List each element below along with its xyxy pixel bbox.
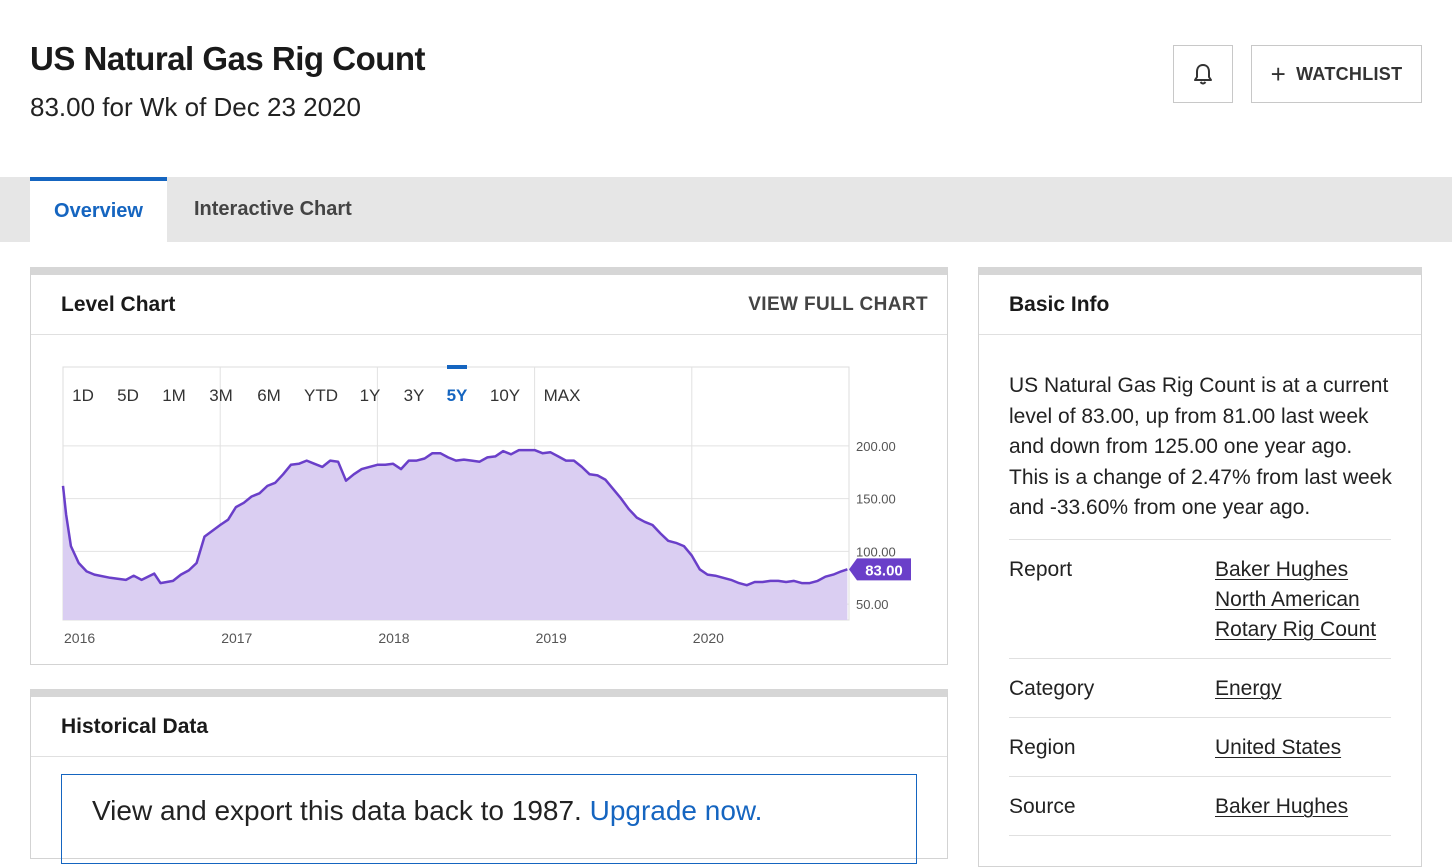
historical-data-title: Historical Data	[61, 714, 209, 738]
info-key: Source	[1009, 795, 1076, 818]
range-button-3y[interactable]: 3Y	[404, 386, 425, 405]
last-value-tag	[849, 558, 911, 581]
info-key: Region	[1009, 736, 1076, 759]
basic-info-title: Basic Info	[1009, 292, 1110, 316]
range-button-1y[interactable]: 1Y	[360, 386, 381, 405]
bell-icon	[1194, 64, 1212, 85]
series-line	[61, 448, 848, 587]
level-chart-header: Level Chart VIEW FULL CHART	[31, 275, 947, 335]
tab-overview[interactable]: Overview	[30, 177, 167, 242]
page-subtitle: 83.00 for Wk of Dec 23 2020	[30, 92, 361, 122]
y-tick-label: 150.00	[856, 492, 896, 507]
range-button-max[interactable]: MAX	[544, 386, 581, 405]
plus-icon: +	[1270, 59, 1287, 89]
info-key: Category	[1009, 677, 1095, 700]
last-value-label: 83.00	[865, 562, 903, 579]
report-link[interactable]: Baker Hughes North American Rotary Rig C…	[1215, 558, 1377, 641]
info-row-category: Category Energy	[1009, 658, 1391, 717]
tab-interactive-chart[interactable]: Interactive Chart	[194, 198, 352, 220]
info-key: Report	[1009, 558, 1073, 581]
source-link[interactable]: Baker Hughes	[1215, 795, 1349, 818]
x-tick-label: 2016	[64, 630, 95, 646]
upgrade-text: View and export this data back to 1987.	[92, 795, 582, 826]
range-button-5d[interactable]: 5D	[117, 386, 139, 405]
x-tick-label: 2019	[536, 630, 567, 646]
info-row-region: Region United States	[1009, 717, 1391, 776]
view-full-chart-link[interactable]: VIEW FULL CHART	[748, 293, 928, 315]
x-tick-label: 2017	[221, 630, 252, 646]
range-active-indicator	[447, 365, 467, 369]
upgrade-link[interactable]: Upgrade now.	[589, 795, 763, 826]
series-area	[63, 450, 848, 620]
range-button-1d[interactable]: 1D	[72, 386, 94, 405]
x-tick-label: 2018	[378, 630, 409, 646]
range-button-10y[interactable]: 10Y	[490, 386, 520, 405]
watchlist-label: WATCHLIST	[1296, 63, 1403, 84]
alert-button[interactable]	[1173, 45, 1233, 103]
basic-info-table: Report Baker Hughes North American Rotar…	[1009, 539, 1391, 836]
level-chart: 200.00 150.00 100.00 50.00 2016 2017 2018 2019 2…	[61, 365, 911, 646]
range-button-6m[interactable]: 6M	[257, 386, 281, 405]
upgrade-banner: View and export this data back to 1987. …	[61, 774, 917, 864]
info-row-report: Report Baker Hughes North American Rotar…	[1009, 539, 1391, 658]
x-tick-label: 2020	[693, 630, 724, 646]
historical-data-card: Historical Data View and export this dat…	[30, 689, 948, 864]
category-link[interactable]: Energy	[1215, 677, 1282, 700]
level-chart-card: Level Chart VIEW FULL CHART 200.00 150.00…	[30, 267, 948, 665]
range-button-1m[interactable]: 1M	[162, 386, 186, 405]
y-tick-label: 50.00	[856, 597, 889, 612]
tab-bar: Overview Interactive Chart	[0, 177, 1452, 242]
basic-info-header: Basic Info	[979, 275, 1421, 335]
y-tick-label: 100.00	[856, 544, 896, 559]
info-row-source: Source Baker Hughes	[1009, 776, 1391, 836]
y-tick-label: 200.00	[856, 439, 896, 454]
watchlist-button[interactable]: + WATCHLIST	[1251, 45, 1422, 103]
range-button-5y[interactable]: 5Y	[447, 386, 468, 405]
basic-info-description: US Natural Gas Rig Count is at a current…	[1009, 374, 1392, 519]
region-link[interactable]: United States	[1215, 736, 1342, 759]
page-title: US Natural Gas Rig Count	[30, 40, 426, 77]
basic-info-card: Basic Info US Natural Gas Rig Count is a…	[978, 267, 1422, 867]
level-chart-title: Level Chart	[61, 292, 176, 316]
range-button-3m[interactable]: 3M	[209, 386, 233, 405]
range-button-ytd[interactable]: YTD	[304, 386, 338, 405]
historical-data-header: Historical Data	[31, 697, 947, 757]
